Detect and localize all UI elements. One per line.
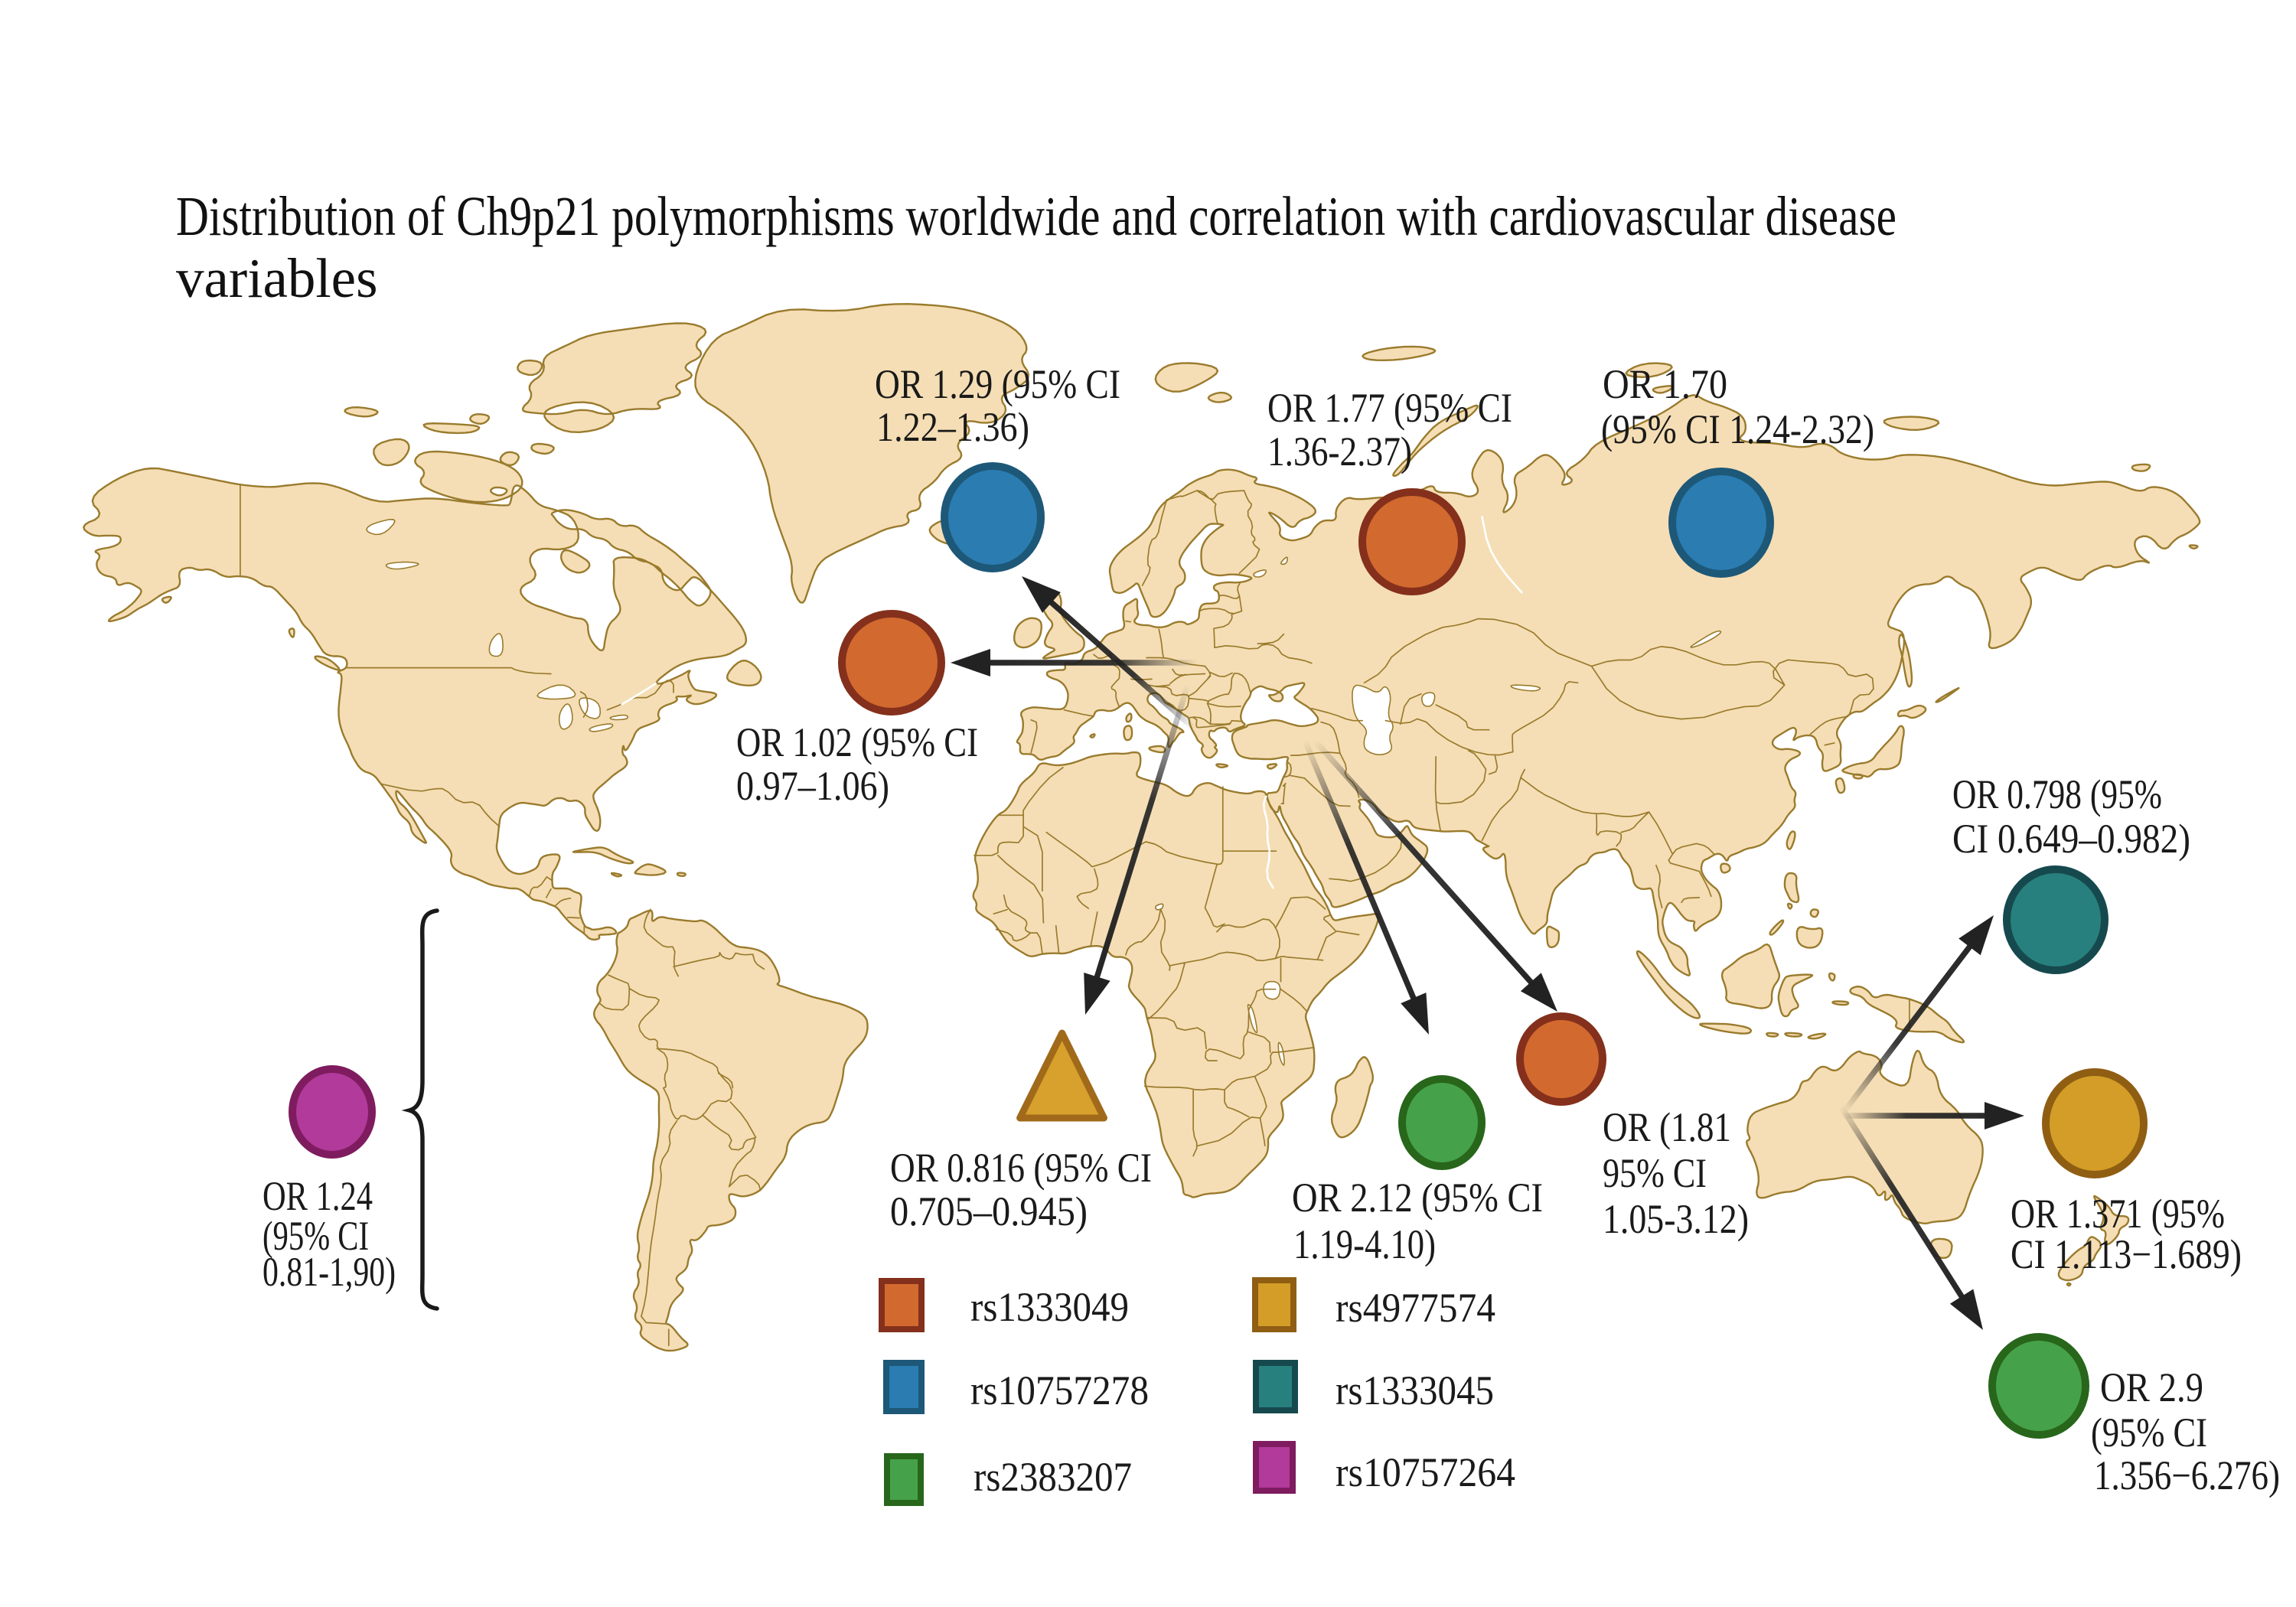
svg-text:variables: variables: [176, 247, 377, 309]
svg-text:OR 0.816 (95% CI: OR 0.816 (95% CI: [890, 1145, 1152, 1191]
svg-text:rs10757264: rs10757264: [1336, 1449, 1515, 1495]
svg-text:rs2383207: rs2383207: [974, 1454, 1132, 1500]
svg-text:OR 1.24: OR 1.24: [263, 1173, 373, 1219]
svg-text:OR 1.371 (95%: OR 1.371 (95%: [2011, 1191, 2225, 1237]
svg-text:(95% CI: (95% CI: [2091, 1410, 2207, 1455]
svg-text:CI 0.649–0.982): CI 0.649–0.982): [1952, 816, 2190, 862]
svg-text:OR 2.12 (95% CI: OR 2.12 (95% CI: [1292, 1175, 1543, 1221]
svg-text:OR (1.81: OR (1.81: [1603, 1104, 1731, 1150]
svg-text:1.05-3.12): 1.05-3.12): [1603, 1196, 1749, 1242]
svg-text:1.36-2.37): 1.36-2.37): [1267, 429, 1412, 474]
svg-text:(95% CI 1.24-2.32): (95% CI 1.24-2.32): [1601, 406, 1874, 452]
svg-text:rs10757278: rs10757278: [970, 1367, 1149, 1413]
svg-text:1.22–1.36): 1.22–1.36): [876, 404, 1029, 450]
svg-text:OR 2.9: OR 2.9: [2100, 1364, 2203, 1410]
svg-text:(95% CI: (95% CI: [263, 1213, 369, 1259]
svg-text:1.356−6.276): 1.356−6.276): [2094, 1452, 2280, 1498]
svg-text:0.705–0.945): 0.705–0.945): [890, 1188, 1088, 1234]
svg-text:OR 1.70: OR 1.70: [1603, 361, 1727, 407]
svg-text:1.19-4.10): 1.19-4.10): [1293, 1221, 1436, 1267]
svg-text:CI 1.113−1.689): CI 1.113−1.689): [2011, 1231, 2242, 1277]
svg-text:Distribution of Ch9p21 polymor: Distribution of Ch9p21 polymorphisms wor…: [176, 185, 1896, 247]
svg-text:rs4977574: rs4977574: [1336, 1285, 1495, 1331]
svg-text:0.81-1,90): 0.81-1,90): [263, 1249, 396, 1295]
svg-text:rs1333045: rs1333045: [1336, 1367, 1494, 1413]
svg-text:95% CI: 95% CI: [1603, 1150, 1707, 1196]
svg-text:OR 1.02 (95% CI: OR 1.02 (95% CI: [736, 719, 978, 765]
svg-text:OR 0.798 (95%: OR 0.798 (95%: [1952, 771, 2162, 817]
svg-text:OR 1.77 (95% CI: OR 1.77 (95% CI: [1267, 385, 1512, 431]
svg-text:OR 1.29 (95% CI: OR 1.29 (95% CI: [875, 361, 1120, 407]
svg-text:0.97–1.06): 0.97–1.06): [736, 763, 889, 809]
svg-text:rs1333049: rs1333049: [970, 1284, 1129, 1330]
